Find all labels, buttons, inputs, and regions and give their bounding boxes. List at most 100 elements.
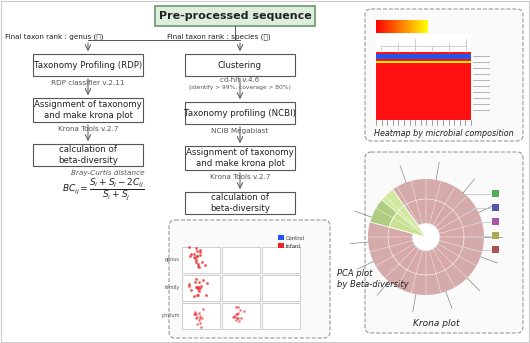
Bar	[492, 246, 499, 253]
Point	[197, 284, 205, 289]
Point	[195, 289, 204, 294]
Point	[193, 286, 202, 291]
Bar	[383, 20, 384, 33]
Bar	[403, 20, 404, 33]
Point	[189, 255, 198, 260]
Text: Heatmap by microbial composition: Heatmap by microbial composition	[374, 129, 514, 138]
Point	[194, 284, 202, 289]
Bar	[386, 20, 387, 33]
Text: Final taxon rank : genus (속): Final taxon rank : genus (속)	[5, 33, 103, 39]
Text: Assignment of taxonomy
and make krona plot: Assignment of taxonomy and make krona pl…	[186, 148, 294, 168]
Bar	[384, 20, 385, 33]
Bar	[394, 20, 395, 33]
Point	[192, 311, 201, 317]
Bar	[387, 20, 388, 33]
Bar	[378, 20, 379, 33]
Bar	[421, 20, 422, 33]
Bar	[402, 20, 403, 33]
Circle shape	[388, 199, 464, 275]
Point	[187, 251, 195, 257]
FancyBboxPatch shape	[365, 152, 523, 333]
Point	[195, 280, 203, 285]
Point	[235, 307, 244, 312]
Point	[193, 253, 201, 258]
Text: Krona plot: Krona plot	[413, 319, 460, 329]
Point	[232, 317, 240, 322]
Bar	[262, 275, 300, 301]
Point	[192, 260, 201, 265]
Point	[233, 311, 242, 317]
Text: Taxonomy profiling (NCBI): Taxonomy profiling (NCBI)	[184, 108, 296, 118]
Bar	[425, 20, 426, 33]
Text: Infant: Infant	[286, 244, 302, 248]
Bar	[391, 20, 392, 33]
Bar	[388, 20, 389, 33]
Text: NCIB Megablast: NCIB Megablast	[211, 128, 269, 134]
Bar	[397, 20, 398, 33]
Point	[196, 313, 204, 319]
Bar	[408, 20, 409, 33]
FancyBboxPatch shape	[185, 146, 295, 170]
Bar	[278, 243, 284, 248]
Bar	[262, 247, 300, 273]
Point	[194, 284, 202, 289]
Point	[190, 311, 199, 317]
Bar	[389, 20, 390, 33]
Point	[195, 311, 204, 316]
Point	[191, 280, 199, 285]
FancyBboxPatch shape	[33, 54, 143, 76]
Bar	[401, 20, 402, 33]
Bar	[412, 20, 413, 33]
Bar	[424, 20, 425, 33]
Point	[198, 260, 206, 265]
Point	[192, 276, 201, 282]
Point	[194, 292, 202, 297]
Bar	[380, 20, 381, 33]
Bar	[376, 20, 377, 33]
Point	[193, 314, 201, 319]
Bar	[420, 20, 421, 33]
Bar	[492, 204, 499, 211]
Point	[202, 292, 210, 298]
Bar	[492, 232, 499, 239]
Point	[196, 285, 204, 290]
Point	[194, 263, 202, 269]
Bar	[411, 20, 412, 33]
Point	[193, 248, 201, 253]
Bar	[426, 20, 427, 33]
Bar	[182, 275, 220, 301]
Bar	[407, 20, 408, 33]
Text: Clustering: Clustering	[218, 60, 262, 70]
Bar	[395, 20, 396, 33]
Bar	[396, 20, 397, 33]
Point	[195, 317, 203, 323]
Bar	[409, 20, 410, 33]
Bar	[399, 20, 400, 33]
Bar	[376, 54, 471, 59]
Bar	[406, 20, 407, 33]
Text: Bray-Curtis distance: Bray-Curtis distance	[71, 170, 145, 176]
Point	[191, 256, 199, 261]
Point	[187, 287, 195, 292]
Bar	[392, 20, 393, 33]
Point	[191, 309, 199, 315]
Point	[192, 284, 201, 290]
Bar	[382, 20, 383, 33]
Point	[195, 264, 204, 270]
Bar	[278, 235, 284, 240]
Point	[196, 249, 204, 255]
Bar	[376, 34, 471, 52]
Bar	[398, 20, 399, 33]
Point	[228, 315, 237, 320]
Bar	[400, 20, 401, 33]
Point	[196, 316, 204, 321]
Point	[231, 314, 239, 320]
Point	[232, 305, 240, 310]
Text: family: family	[165, 285, 180, 291]
Text: Control: Control	[286, 237, 305, 241]
Bar	[405, 20, 406, 33]
Point	[198, 315, 206, 321]
Point	[193, 253, 201, 258]
Point	[233, 304, 242, 310]
Bar	[415, 20, 416, 33]
